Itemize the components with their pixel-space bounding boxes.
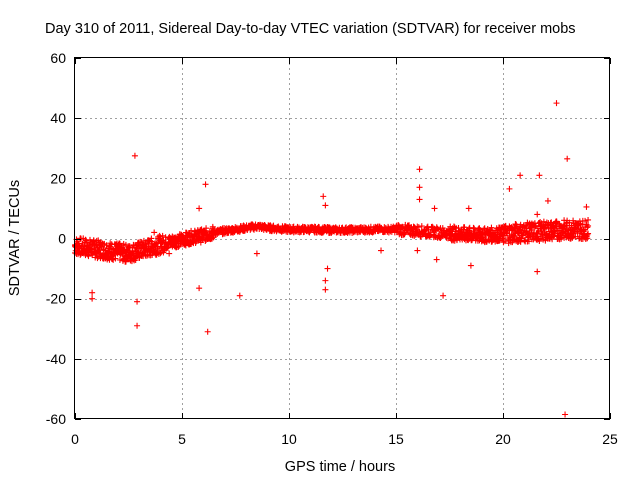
- data-point: [151, 229, 158, 236]
- data-point: [544, 197, 551, 204]
- data-point: [175, 243, 182, 250]
- data-point: [477, 227, 484, 234]
- x-tick-label: 10: [281, 431, 297, 447]
- axis-ticks: 0 5 10 15 20 25 -60 -40 -20 0 20 40 60: [46, 50, 618, 447]
- data-point: [324, 265, 331, 272]
- data-point: [583, 203, 590, 210]
- data-point: [85, 253, 92, 260]
- chart-title: Day 310 of 2011, Sidereal Day-to-day VTE…: [45, 21, 576, 37]
- data-point: [320, 193, 327, 200]
- data-point: [103, 242, 110, 249]
- x-axis-label: GPS time / hours: [285, 459, 395, 475]
- data-point: [196, 205, 203, 212]
- data-point: [501, 238, 508, 245]
- data-point: [96, 247, 103, 254]
- data-point: [440, 292, 447, 299]
- x-tick-label: 5: [178, 431, 186, 447]
- data-point: [585, 222, 592, 229]
- data-point: [378, 247, 385, 254]
- data-point: [517, 172, 524, 179]
- data-point: [494, 228, 501, 235]
- y-tick-label: 40: [50, 110, 66, 126]
- data-point: [416, 196, 423, 203]
- data-point: [204, 328, 211, 335]
- data-point: [553, 100, 560, 107]
- data-point: [275, 223, 282, 230]
- data-point: [433, 256, 440, 263]
- data-point: [253, 250, 260, 257]
- data-point: [209, 223, 216, 230]
- data-points: [72, 100, 592, 418]
- data-point: [584, 224, 591, 231]
- data-point: [112, 255, 119, 262]
- data-point: [322, 202, 329, 209]
- data-point: [582, 217, 589, 224]
- y-tick-label: -40: [46, 351, 66, 367]
- data-point: [584, 235, 591, 242]
- data-point: [585, 230, 592, 237]
- y-tick-label: -20: [46, 291, 66, 307]
- plot-frame: [74, 57, 610, 419]
- data-point: [202, 181, 209, 188]
- data-point: [534, 211, 541, 218]
- data-point: [445, 235, 452, 242]
- y-tick-label: 60: [50, 50, 66, 66]
- data-point: [470, 224, 477, 231]
- data-point: [416, 184, 423, 191]
- data-point: [534, 230, 541, 237]
- y-tick-label: 0: [58, 231, 66, 247]
- y-tick-label: -60: [46, 411, 66, 427]
- data-point: [134, 298, 141, 305]
- data-point: [401, 229, 408, 236]
- x-tick-label: 15: [388, 431, 404, 447]
- data-point: [461, 224, 468, 231]
- data-point: [534, 268, 541, 275]
- data-point: [166, 250, 173, 257]
- data-point: [416, 166, 423, 173]
- data-point: [322, 286, 329, 293]
- x-tick-label: 25: [602, 431, 618, 447]
- data-point: [116, 257, 123, 264]
- data-point: [467, 262, 474, 269]
- data-point: [488, 224, 495, 231]
- data-point: [89, 295, 96, 302]
- data-point: [431, 205, 438, 212]
- data-point: [585, 216, 592, 223]
- data-point: [134, 322, 141, 329]
- data-point: [506, 185, 513, 192]
- x-tick-label: 0: [71, 431, 79, 447]
- data-point: [236, 292, 243, 299]
- y-axis-label: SDTVAR / TECUs: [7, 180, 23, 296]
- data-point: [164, 244, 171, 251]
- data-point: [418, 223, 425, 230]
- data-point: [131, 152, 138, 159]
- data-point: [89, 289, 96, 296]
- data-point: [322, 277, 329, 284]
- data-point: [203, 225, 210, 232]
- data-point: [369, 229, 376, 236]
- data-point: [562, 411, 569, 418]
- data-point: [564, 155, 571, 162]
- data-point: [414, 247, 421, 254]
- data-point: [159, 232, 166, 239]
- data-point: [415, 224, 422, 231]
- data-point: [536, 172, 543, 179]
- data-point: [465, 205, 472, 212]
- x-tick-label: 20: [495, 431, 511, 447]
- data-point: [196, 285, 203, 292]
- data-point: [148, 238, 155, 245]
- y-tick-label: 20: [50, 170, 66, 186]
